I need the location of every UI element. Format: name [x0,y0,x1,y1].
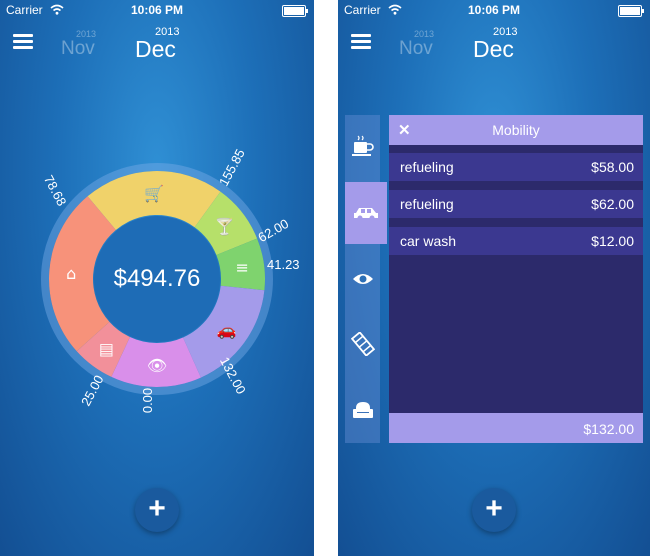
wifi-icon [50,4,64,15]
category-movies[interactable] [345,313,380,375]
menu-icon[interactable] [13,34,33,50]
status-bar: Carrier 10:06 PM [338,0,650,20]
panel-title: Mobility [492,122,540,138]
armchair-icon: ⌂ [66,264,76,283]
clock: 10:06 PM [130,3,184,17]
menu-icon[interactable] [351,34,371,50]
cocktail-icon: 🍸 [215,217,235,236]
current-month-name: Dec [473,36,514,62]
prev-month-name[interactable]: Nov [61,38,95,59]
expense-amount: $12.00 [591,233,634,249]
segment-value-entertainment: 0.00 [140,387,156,414]
current-month-year: 2013 [493,26,518,38]
prev-month-name[interactable]: Nov [399,38,433,59]
category-detail-screen: Carrier 10:06 PM 2013 Nov 2013 Dec [338,0,650,556]
car-icon: 🚗 [217,321,237,340]
category-total: $132.00 [583,421,634,437]
expense-row[interactable]: refueling $62.00 [389,190,643,218]
carrier-label: Carrier [6,3,43,17]
expense-name: refueling [400,159,454,175]
eye-icon: 👁 [147,356,167,375]
category-coffee[interactable] [345,115,380,177]
category-living[interactable] [345,379,380,441]
total-spent: $494.76 [113,265,201,292]
donut-segment-movies[interactable] [76,321,130,377]
coffee-icon [351,135,374,156]
prev-month-year[interactable]: 2013 [414,29,435,39]
expense-row[interactable]: refueling $58.00 [389,153,643,181]
spending-donut-chart[interactable]: 🛒 🍸 ≡ 🚗 👁 ▤ ⌂ [0,0,314,556]
donut-segment-mobility[interactable] [183,285,265,378]
category-sidebar [345,115,387,443]
donut-segment-bills[interactable] [216,238,265,291]
car-icon [354,208,378,221]
film-icon: ▤ [99,340,114,359]
donut-segment-living[interactable] [48,196,116,352]
add-expense-button[interactable]: + [472,488,516,532]
expense-amount: $62.00 [591,196,634,212]
cart-icon: 🛒 [144,184,164,203]
eye-icon [352,274,373,284]
prev-month-year[interactable]: 2013 [76,29,97,39]
segment-value-bills: 41.23 [267,257,300,272]
add-expense-button[interactable]: + [135,488,179,532]
wifi-icon [388,4,402,15]
film-icon [350,332,375,356]
carrier-label: Carrier [344,3,381,17]
clock: 10:06 PM [467,3,521,17]
armchair-icon [352,402,373,418]
overview-screen: Carrier 10:06 PM 2013 Nov 2013 Dec 🛒 🍸 ≡ 🚗 👁… [0,0,314,556]
status-bar: Carrier 10:06 PM [0,0,314,20]
panel-footer: $132.00 [389,413,643,443]
expense-row[interactable]: car wash $12.00 [389,227,643,255]
category-entertainment[interactable] [345,248,380,310]
donut-segment-entertainment[interactable] [111,337,201,387]
donut-segment-drinks[interactable] [194,191,258,256]
donut-segment-shopping[interactable] [87,171,221,230]
bill-icon: ≡ [235,258,248,277]
donut-outer-ring [41,163,273,395]
panel-header: ✕ Mobility [389,115,643,145]
expense-amount: $58.00 [591,159,634,175]
category-detail-panel: ✕ Mobility refueling $58.00 refueling $6… [389,115,643,443]
expense-name: car wash [400,233,457,249]
expense-name: refueling [400,196,454,212]
category-car[interactable] [345,182,387,244]
current-month-year: 2013 [155,26,180,38]
donut-hole [94,216,220,342]
current-month-name: Dec [135,36,176,62]
battery-icon [618,5,644,17]
close-icon[interactable]: ✕ [398,122,411,139]
battery-icon [282,5,308,17]
